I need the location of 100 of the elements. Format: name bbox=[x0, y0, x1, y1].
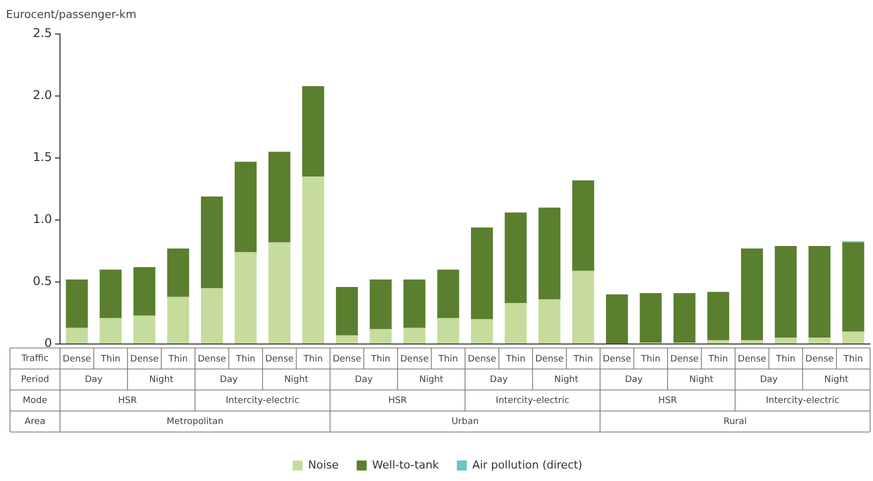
legend-label: Noise bbox=[308, 458, 339, 472]
text: Day bbox=[624, 374, 644, 385]
text: HSR bbox=[118, 396, 137, 406]
bar bbox=[538, 299, 560, 344]
x-tick-label: Thin bbox=[504, 354, 526, 365]
x-tick-label: Dense bbox=[265, 354, 294, 365]
bar bbox=[741, 340, 763, 344]
x-tick-label: Dense bbox=[738, 354, 767, 365]
bar bbox=[268, 242, 290, 344]
x-tick-label: Dense bbox=[198, 354, 227, 365]
bar bbox=[437, 318, 460, 344]
text: Day bbox=[84, 374, 104, 385]
bar bbox=[470, 227, 493, 320]
text: HSR bbox=[388, 396, 407, 406]
bar bbox=[437, 270, 460, 318]
x-tick-label: Dense bbox=[468, 354, 497, 365]
bar bbox=[302, 86, 324, 177]
x-tick-label: Thin bbox=[842, 354, 863, 365]
x-tick-label: Thin bbox=[775, 354, 796, 365]
x-tick-label: Thin bbox=[370, 354, 390, 365]
bar bbox=[572, 180, 594, 271]
text: Night bbox=[689, 374, 714, 385]
x-tick-label: Thin bbox=[100, 354, 120, 365]
legend-label: Air pollution (direct) bbox=[472, 458, 582, 472]
text: Area bbox=[24, 416, 46, 427]
text: Traffic bbox=[20, 354, 49, 364]
bar bbox=[133, 267, 156, 316]
x-tick-label: Thin bbox=[302, 354, 323, 365]
bar bbox=[66, 328, 88, 344]
text: Day bbox=[354, 374, 374, 385]
text: Intercity-electric bbox=[766, 396, 840, 406]
text: HSR bbox=[658, 396, 677, 406]
bar bbox=[167, 248, 190, 297]
bar bbox=[100, 270, 122, 318]
legend-label: Well-to-tank bbox=[372, 458, 440, 472]
bar bbox=[133, 315, 156, 344]
bar bbox=[403, 280, 426, 328]
bar bbox=[640, 293, 662, 343]
bar bbox=[167, 296, 190, 344]
bar bbox=[336, 335, 358, 344]
text: Intercity-electric bbox=[226, 396, 300, 406]
y-axis-title: Eurocent/passenger-km bbox=[6, 8, 136, 21]
bar bbox=[774, 246, 797, 338]
x-tick-label: Dense bbox=[62, 354, 92, 365]
bar bbox=[336, 286, 358, 336]
bar bbox=[302, 176, 324, 344]
text: Night bbox=[554, 374, 579, 385]
bar bbox=[66, 280, 88, 328]
bar bbox=[741, 248, 763, 340]
bar bbox=[268, 152, 290, 242]
bar bbox=[774, 338, 797, 344]
bar bbox=[606, 294, 628, 344]
text: Urban bbox=[451, 416, 479, 427]
text: Night bbox=[149, 374, 174, 385]
text: Mode bbox=[22, 396, 48, 406]
text: Night bbox=[824, 374, 849, 385]
bar bbox=[707, 292, 730, 340]
x-tick-label: Dense bbox=[332, 354, 362, 365]
bar bbox=[200, 288, 223, 344]
text: Night bbox=[419, 374, 444, 385]
x-tick-label: Dense bbox=[670, 354, 700, 365]
y-tick-label: 1.0 bbox=[32, 212, 52, 226]
x-tick-label: Dense bbox=[805, 354, 834, 365]
bar bbox=[504, 303, 527, 344]
text: Metropolitan bbox=[166, 416, 224, 427]
x-tick-label: Thin bbox=[167, 354, 188, 365]
x-tick-label: Dense bbox=[130, 354, 160, 365]
y-tick-label: 0.5 bbox=[32, 274, 52, 288]
bar bbox=[470, 319, 493, 344]
x-tick-label: Thin bbox=[437, 354, 458, 365]
text: Day bbox=[220, 374, 238, 385]
text: Rural bbox=[723, 416, 747, 427]
text: Day bbox=[760, 374, 778, 385]
bar bbox=[200, 196, 223, 288]
text: Period bbox=[20, 374, 50, 385]
bar bbox=[403, 328, 426, 344]
bar bbox=[504, 212, 527, 304]
text: Day bbox=[490, 374, 508, 385]
bar bbox=[707, 340, 730, 344]
bar bbox=[674, 293, 696, 343]
bar bbox=[808, 338, 830, 344]
bar bbox=[842, 242, 864, 332]
bar bbox=[808, 246, 830, 338]
bar bbox=[234, 162, 257, 252]
text: Intercity-electric bbox=[496, 396, 570, 406]
y-tick-label: 1.5 bbox=[32, 150, 52, 164]
bar bbox=[842, 332, 864, 344]
y-tick-label: 0 bbox=[44, 336, 52, 350]
x-tick-label: Dense bbox=[400, 354, 430, 365]
x-tick-label: Thin bbox=[234, 354, 256, 365]
bar bbox=[538, 208, 560, 300]
y-tick-label: 2.0 bbox=[32, 88, 52, 102]
x-tick-label: Dense bbox=[602, 354, 632, 365]
x-tick-label: Dense bbox=[535, 354, 564, 365]
y-tick-label: 2.5 bbox=[32, 26, 52, 40]
text: Night bbox=[284, 374, 309, 385]
bar bbox=[100, 318, 122, 344]
bar bbox=[234, 252, 257, 344]
x-tick-label: Thin bbox=[640, 354, 660, 365]
x-tick-label: Thin bbox=[708, 354, 728, 365]
